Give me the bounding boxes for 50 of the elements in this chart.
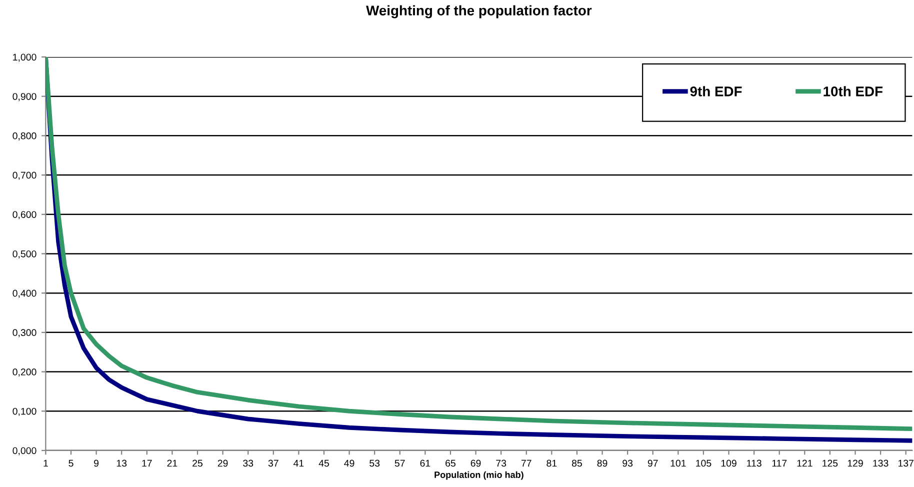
y-tick-label: 0,500 xyxy=(12,250,36,258)
y-tick-label: 0,300 xyxy=(12,329,36,338)
x-tick-label: 89 xyxy=(597,460,608,467)
x-tick-label: 53 xyxy=(370,460,380,467)
x-axis-title: Population (mio hab) xyxy=(434,471,524,480)
x-tick-label: 93 xyxy=(622,460,633,467)
x-tick-label: 5 xyxy=(68,460,74,467)
y-tick-label: 0,900 xyxy=(12,93,36,102)
y-tick-label: 0,700 xyxy=(12,172,36,180)
x-tick-label: 9 xyxy=(94,460,99,467)
y-tick-label: 0,400 xyxy=(12,290,36,298)
x-tick-label: 113 xyxy=(747,460,762,467)
x-tick-label: 137 xyxy=(898,460,914,467)
x-tick-label: 41 xyxy=(294,460,304,467)
x-tick-label: 77 xyxy=(521,460,532,467)
x-tick-label: 69 xyxy=(470,460,481,467)
x-tick-label: 61 xyxy=(420,460,430,467)
x-tick-label: 17 xyxy=(142,460,152,467)
y-tick-label: 0,800 xyxy=(12,132,36,140)
x-tick-label: 85 xyxy=(572,460,582,467)
x-tick-label: 37 xyxy=(268,460,278,467)
x-tick-label: 57 xyxy=(394,460,405,467)
y-tick-label: 1,000 xyxy=(13,54,36,62)
y-tick-label: 0,000 xyxy=(12,447,36,456)
x-tick-label: 81 xyxy=(546,460,557,467)
x-tick-label: 105 xyxy=(696,460,712,467)
x-tick-label: 45 xyxy=(318,460,329,467)
x-tick-label: 65 xyxy=(446,460,456,467)
x-tick-label: 97 xyxy=(648,460,658,467)
x-tick-label: 101 xyxy=(670,460,686,467)
x-tick-label: 129 xyxy=(848,460,863,467)
legend-label: 10th EDF xyxy=(824,86,882,96)
x-tick-label: 33 xyxy=(243,460,254,467)
x-tick-label: 1 xyxy=(44,460,48,467)
y-tick-label: 0,200 xyxy=(12,368,36,377)
x-tick-label: 125 xyxy=(822,460,838,467)
x-tick-label: 49 xyxy=(344,460,354,467)
chart-title: Weighting of the population factor xyxy=(366,5,592,18)
x-tick-label: 13 xyxy=(116,460,127,467)
x-tick-label: 121 xyxy=(797,460,812,467)
x-tick-label: 73 xyxy=(496,460,506,467)
x-tick-label: 133 xyxy=(873,460,888,467)
y-tick-label: 0,600 xyxy=(12,211,36,220)
x-tick-label: 117 xyxy=(772,460,787,467)
x-tick-label: 29 xyxy=(218,460,228,467)
x-tick-label: 25 xyxy=(192,460,202,467)
x-tick-label: 21 xyxy=(167,460,178,467)
y-tick-label: 0,100 xyxy=(12,408,36,416)
legend-label: 9th EDF xyxy=(690,86,742,96)
x-tick-label: 109 xyxy=(721,460,736,467)
